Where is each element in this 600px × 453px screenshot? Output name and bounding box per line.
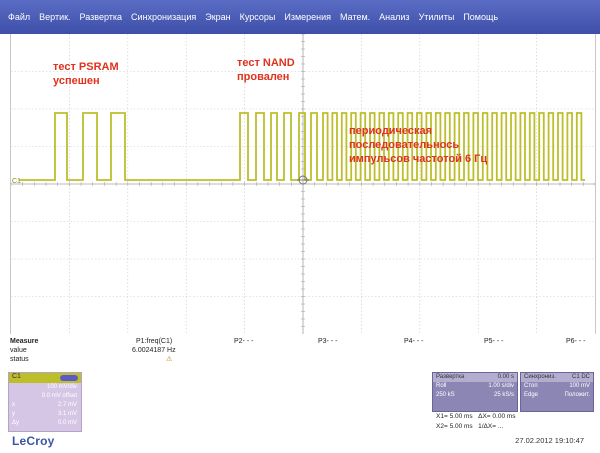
annotation-nand: тест NAND провален: [237, 56, 295, 84]
channel-label-x: x: [12, 402, 15, 408]
cursor-x1-label: X1=: [436, 413, 448, 420]
timebase-mode: Roll: [436, 383, 447, 389]
menu-item-10[interactable]: Помощь: [463, 12, 499, 22]
menu-item-5[interactable]: Курсоры: [239, 12, 276, 22]
trigger-box[interactable]: Синхрониз. C1 DC Стоп 100 mV Edge Положит.: [520, 372, 594, 412]
menu-item-3[interactable]: Синхронизация: [131, 12, 197, 22]
measure-param-p3[interactable]: P3- - -: [318, 338, 338, 345]
timebase-samples: 250 kS: [436, 392, 455, 398]
channel-name: C1: [12, 373, 21, 380]
channel-toggle[interactable]: [60, 375, 78, 381]
measure-param-p1[interactable]: P1:freq(C1): [136, 338, 173, 345]
warning-icon: ⚠: [166, 356, 173, 363]
measure-value-p1: 6.0024187 Hz: [132, 347, 176, 354]
measure-param-p5[interactable]: P5- - -: [484, 338, 504, 345]
annotation-periodic-line1: периодическая: [349, 125, 433, 137]
cursor-inv-label: 1/ΔX=: [478, 423, 497, 430]
menu-bar: Файл Вертик. Развертка Синхронизация Экран Ку…: [0, 0, 600, 34]
cursor-dx-label: ΔX=: [478, 413, 491, 420]
measure-table[interactable]: Measure value status P1:freq(C1) P2- - -…: [6, 336, 594, 370]
channel-value-x: 2.7 mV: [57, 402, 77, 408]
cursor-inv-value: ...: [497, 423, 504, 430]
measure-label: Measure: [10, 338, 39, 345]
menu-item-2[interactable]: Развертка: [79, 12, 123, 22]
waveform-trace-c1: [19, 112, 585, 181]
channel-label-dy: Δy: [12, 420, 20, 426]
annotation-psram-line1: тест PSRAM: [53, 61, 119, 73]
annotation-periodic: периодическая последовательнось импульсо…: [349, 124, 487, 166]
annotation-nand-line1: тест NAND: [237, 57, 295, 69]
measure-param-p2[interactable]: P2- - -: [234, 338, 254, 345]
date-time: 27.02.2012 19:10:47: [515, 436, 584, 445]
timebase-rate: 25 kS/s: [493, 392, 514, 398]
annotation-nand-line2: провален: [237, 71, 290, 83]
timebase-tdiv: 1.00 s/div: [488, 383, 514, 389]
channel-descriptor-c1[interactable]: C1 100 mV/div 0.0 mV offset x 2.7 mV y 3…: [8, 372, 82, 432]
annotation-periodic-line3: импульсов частотой 6 Гц: [349, 153, 488, 165]
waveform-display: C1: [11, 34, 595, 334]
measure-param-p6[interactable]: P6- - -: [566, 338, 586, 345]
cursor-x2-label: X2=: [436, 423, 448, 430]
menu-item-8[interactable]: Анализ: [379, 12, 410, 22]
annotation-psram-line2: успешен: [53, 75, 100, 87]
trigger-level: 100 mV: [569, 383, 590, 389]
menu-item-0[interactable]: Файл: [8, 12, 31, 22]
channel-value-dy: 0.0 mV: [57, 420, 77, 426]
channel-vdiv: 100 mV/div: [46, 384, 77, 390]
timebase-box[interactable]: Развертка 0.00 s Roll 1.00 s/div 250 kS 25 …: [432, 372, 518, 412]
channel-value-y: 3.1 mV: [57, 411, 77, 417]
menu-item-1[interactable]: Вертик.: [39, 12, 71, 22]
trigger-source: C1 DC: [571, 374, 590, 380]
measure-value-label: value: [10, 347, 27, 354]
annotation-periodic-line2: последовательнось: [349, 139, 460, 151]
cursor-dx-value: 0.00 ms: [492, 413, 516, 420]
measure-status-label: status: [10, 356, 29, 363]
channel-offset: 0.0 mV offset: [41, 393, 77, 399]
trigger-slope: Положит.: [564, 392, 590, 398]
timebase-delay: 0.00 s: [497, 374, 514, 380]
menu-item-4[interactable]: Экран: [205, 12, 231, 22]
menu-item-6[interactable]: Измерения: [284, 12, 332, 22]
trigger-title: Синхрониз.: [524, 374, 556, 380]
cursor-readout: X1= 5.00 ms ΔX= 0.00 ms X2= 5.00 ms 1/ΔX…: [436, 412, 516, 432]
cursor-x1-value: 5.00 ms: [449, 413, 473, 420]
menu-item-7[interactable]: Матем.: [340, 12, 371, 22]
scope-screen[interactable]: C1 тест PSRAM успешен тест NAND провален…: [10, 34, 596, 334]
lecroy-logo: LeCroy: [12, 434, 55, 448]
channel-marker: C1: [12, 178, 21, 185]
timebase-title: Развертка: [436, 374, 465, 380]
channel-label-y: y: [12, 411, 15, 417]
annotation-psram: тест PSRAM успешен: [53, 60, 119, 88]
trigger-state: Стоп: [524, 383, 538, 389]
cursor-x2-value: 5.00 ms: [449, 423, 473, 430]
menu-item-9[interactable]: Утилиты: [418, 12, 455, 22]
trigger-type: Edge: [524, 392, 539, 398]
measure-param-p4[interactable]: P4- - -: [404, 338, 424, 345]
